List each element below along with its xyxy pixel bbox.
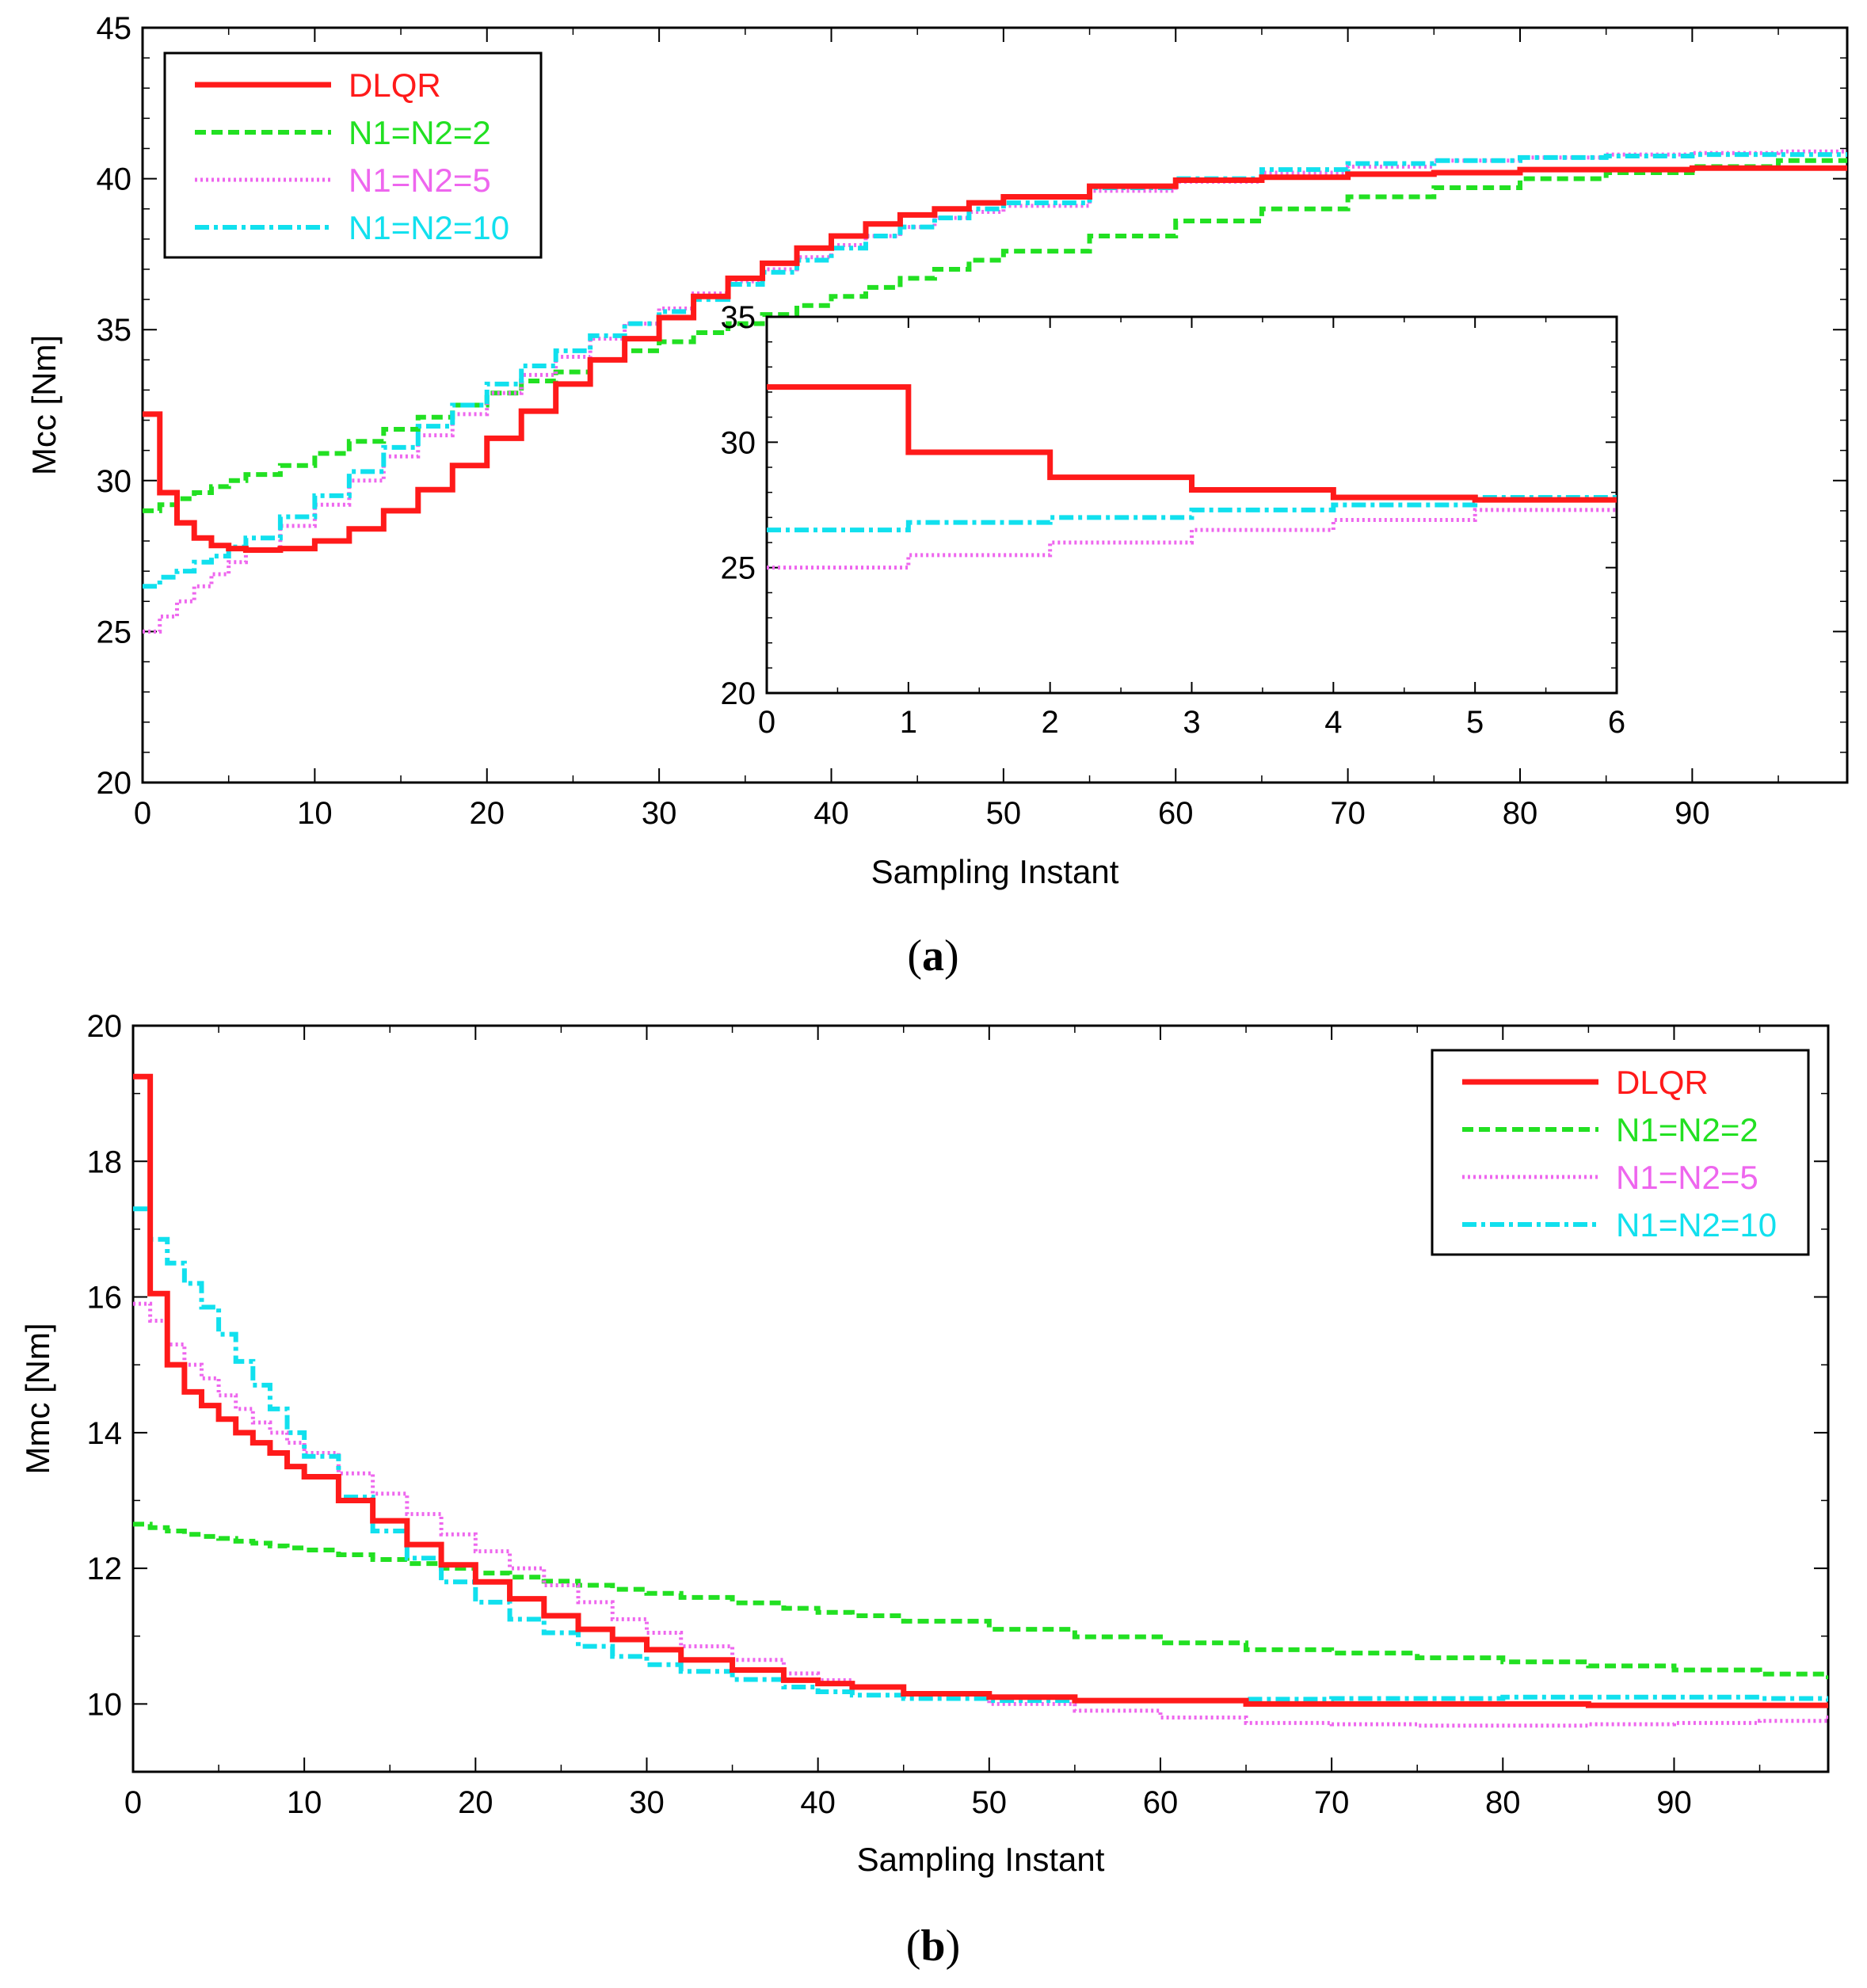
chart-a-x-tick-label: 60 (1158, 796, 1194, 831)
chart-a-x-tick-label: 50 (986, 796, 1022, 831)
chart-b-x-tick-label: 90 (1656, 1785, 1692, 1820)
chart-b-series-dlqr (133, 1073, 1828, 1708)
chart-a-series-n1-n2-5 (143, 149, 1847, 634)
panel-a-open: ( (907, 931, 922, 981)
chart-a-x-tick-label: 10 (297, 796, 333, 831)
chart-b-x-tick-label: 30 (629, 1785, 665, 1820)
chart-a-inset-y-tick-label: 35 (721, 300, 756, 335)
chart-b-legend-label-n1-n2-10: N1=N2=10 (1616, 1206, 1777, 1243)
chart-a-inset-plot-area (765, 315, 1618, 695)
chart-b-x-tick-label: 50 (972, 1785, 1008, 1820)
panel-b-label: (b) (906, 1921, 960, 1971)
chart-b: 0 10 20 30 40 50 60 70 80 90 10 12 14 16 18 20 Sampling … (19, 1009, 1830, 1878)
chart-a-inset-x-tick-label: 3 (1183, 705, 1200, 740)
chart-b-series-n1-n2-2 (133, 1521, 1828, 1680)
panel-a-label: (a) (907, 931, 958, 981)
chart-a-x-tick-label: 0 (134, 796, 151, 831)
chart-a-inset-x-tick-label: 0 (758, 705, 775, 740)
chart-b-y-tick-label: 10 (87, 1687, 123, 1722)
chart-a-x-tick-label: 30 (642, 796, 677, 831)
chart-b-legend-label-n1-n2-2: N1=N2=2 (1616, 1111, 1758, 1148)
chart-a-y-tick-label: 40 (97, 162, 132, 197)
chart-b-x-tick-label: 40 (800, 1785, 836, 1820)
chart-a-legend-label-n1-n2-2: N1=N2=2 (349, 114, 491, 151)
panel-a-letter: a (922, 931, 944, 981)
chart-b-y-tick-label: 16 (87, 1281, 123, 1316)
chart-a-y-tick-label: 20 (97, 766, 132, 801)
chart-b-y-tick-label: 18 (87, 1144, 123, 1179)
chart-b-x-tick-label: 10 (287, 1785, 322, 1820)
chart-a-inset-x-tick-label: 4 (1324, 705, 1342, 740)
chart-a-legend-label-dlqr: DLQR (349, 67, 441, 104)
panel-b-open: ( (906, 1921, 921, 1971)
chart-a-series-n1-n2-2 (143, 154, 1847, 513)
chart-a-x-tick-label: 90 (1675, 796, 1710, 831)
chart-a-inset: 0 1 2 3 4 5 6 20 25 30 35 (721, 300, 1626, 740)
chart-b-x-axis-title: Sampling Instant (857, 1841, 1105, 1878)
chart-b-y-tick-label: 14 (87, 1416, 123, 1451)
chart-b-x-tick-label: 20 (458, 1785, 493, 1820)
panel-b-letter: b (920, 1921, 945, 1971)
chart-a-x-axis-title: Sampling Instant (871, 853, 1119, 890)
chart-b-x-tick-label: 0 (124, 1785, 142, 1820)
chart-a-inset-x-tick-label: 2 (1042, 705, 1059, 740)
chart-a-x-tick-label: 80 (1503, 796, 1538, 831)
chart-a-x-tick-label: 20 (469, 796, 505, 831)
chart-a-inset-series-n1-n2-5 (767, 508, 1617, 570)
panel-b-close: ) (946, 1921, 961, 1971)
chart-a-inset-y-tick-label: 30 (721, 425, 756, 460)
chart-a-y-axis-title: Mcc [Nm] (25, 335, 63, 475)
chart-a-legend-label-n1-n2-10: N1=N2=10 (349, 209, 509, 246)
chart-a-legend-label-n1-n2-5: N1=N2=5 (349, 162, 491, 199)
chart-a-inset-series-dlqr (767, 384, 1617, 503)
chart-b-y-tick-label: 12 (87, 1552, 123, 1586)
chart-b-legend-label-dlqr: DLQR (1616, 1064, 1709, 1101)
chart-a: 0 10 20 30 40 50 60 70 80 90202530354045Sampling … (25, 11, 1849, 890)
chart-a-series-dlqr (143, 165, 1847, 553)
chart-a-y-tick-label: 25 (97, 615, 132, 649)
chart-b-x-tick-label: 70 (1314, 1785, 1350, 1820)
chart-a-inset-x-tick-label: 1 (900, 705, 917, 740)
chart-b-x-tick-label: 60 (1143, 1785, 1179, 1820)
chart-b-series-n1-n2-10 (133, 1206, 1828, 1704)
chart-b-series-n1-n2-5 (133, 1301, 1828, 1728)
chart-a-y-tick-label: 30 (97, 464, 132, 499)
chart-b-y-axis-title: Mmc [Nm] (19, 1323, 56, 1474)
chart-b-x-tick-label: 80 (1485, 1785, 1521, 1820)
chart-a-y-tick-label: 45 (97, 11, 132, 46)
chart-a-inset-series-n1-n2-10 (767, 495, 1617, 533)
chart-a-inset-y-tick-label: 25 (721, 551, 756, 586)
chart-a-y-tick-label: 35 (97, 313, 132, 348)
chart-a-x-tick-label: 70 (1330, 796, 1366, 831)
chart-b-y-tick-label: 20 (87, 1009, 123, 1044)
chart-b-legend-label-n1-n2-5: N1=N2=5 (1616, 1159, 1758, 1196)
chart-a-x-tick-label: 40 (813, 796, 849, 831)
chart-a-inset-y-tick-label: 20 (721, 676, 756, 711)
panel-a-close: ) (944, 931, 959, 981)
chart-a-inset-x-tick-label: 5 (1466, 705, 1484, 740)
chart-a-inset-x-tick-label: 6 (1608, 705, 1625, 740)
